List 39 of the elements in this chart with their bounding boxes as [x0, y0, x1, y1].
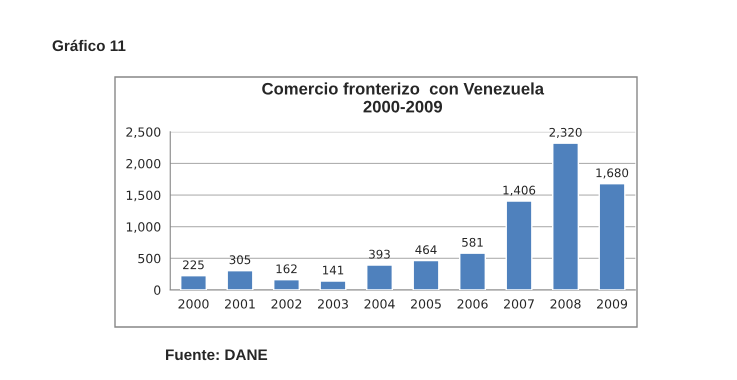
data-label: 305 — [230, 255, 250, 264]
data-label: 141 — [323, 266, 344, 274]
x-tick-label: 2005 — [411, 299, 441, 309]
bar — [273, 279, 300, 290]
x-tick-label: 2000 — [178, 299, 209, 309]
data-label: 1,680 — [596, 168, 628, 178]
y-tick-label: 500 — [138, 254, 160, 264]
bar — [552, 142, 580, 290]
bar — [598, 183, 626, 290]
x-tick-label: 2004 — [364, 299, 395, 309]
data-label: 464 — [415, 245, 437, 254]
bar — [506, 200, 533, 290]
bar — [366, 264, 393, 290]
y-tick-label: 1,000 — [126, 222, 160, 233]
x-tick-label: 2001 — [225, 299, 255, 309]
x-tick-label: 2006 — [458, 299, 488, 309]
data-label: 2,320 — [550, 128, 582, 138]
y-tick-label: 1,500 — [126, 190, 160, 202]
data-label: 581 — [462, 238, 483, 247]
data-label: 162 — [276, 264, 297, 274]
y-tick-label: 2,500 — [126, 127, 160, 138]
bar — [180, 275, 207, 290]
y-tick-label: 0 — [154, 285, 160, 295]
x-tick-label: 2008 — [550, 299, 581, 309]
data-label: 393 — [369, 250, 390, 259]
chart-title: Comercio fronterizo con Venezuela 2000-2009 — [262, 82, 544, 113]
x-tick-label: 2007 — [504, 299, 534, 309]
x-tick-label: 2009 — [597, 299, 628, 309]
bar — [412, 260, 440, 290]
data-label: 1,406 — [503, 186, 536, 196]
source-note: Fuente: DANE — [166, 349, 268, 360]
data-label: 225 — [183, 260, 204, 270]
x-tick-label: 2002 — [272, 299, 302, 309]
x-tick-label: 2003 — [318, 299, 348, 309]
bar — [226, 270, 254, 290]
text: Gráfico 11 — [52, 40, 126, 52]
y-tick-label: 2,000 — [126, 158, 160, 170]
bar — [320, 280, 346, 290]
bar — [459, 252, 486, 290]
